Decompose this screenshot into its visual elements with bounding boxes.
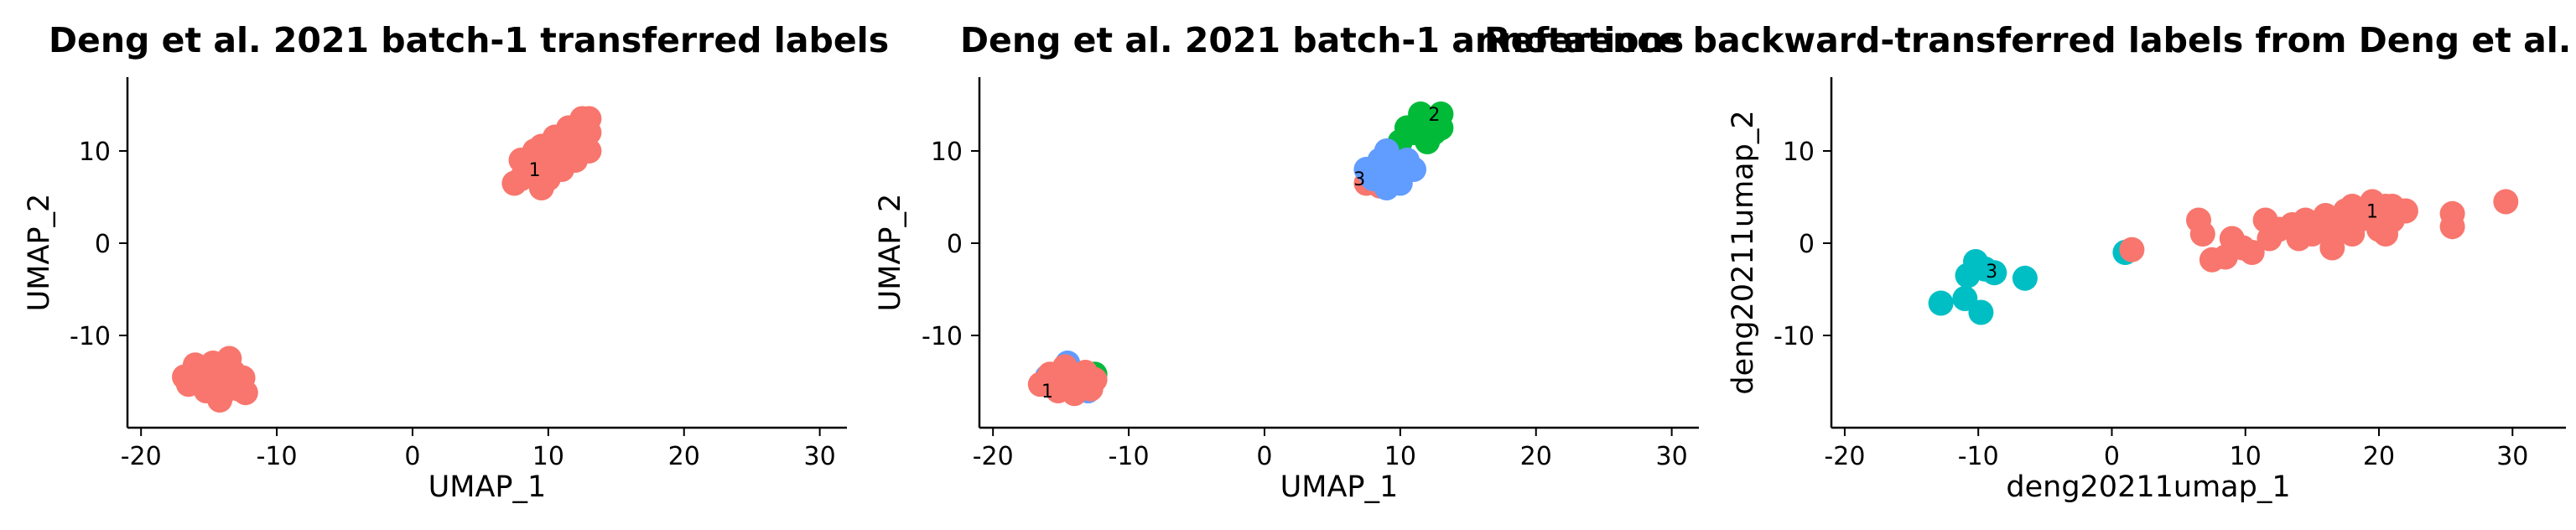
x-tick-label: 20 — [668, 442, 700, 471]
data-point — [515, 152, 541, 178]
data-point — [232, 380, 258, 406]
x-tick-label: 30 — [2496, 442, 2528, 471]
data-point — [2319, 235, 2345, 261]
data-point — [172, 364, 197, 390]
data-point — [216, 346, 242, 372]
y-tick-label: 10 — [1783, 138, 1815, 167]
data-point — [1981, 260, 2007, 286]
cluster-label: 3 — [1353, 169, 1365, 190]
data-point — [2493, 189, 2519, 215]
data-point — [1052, 354, 1078, 380]
data-point — [2340, 221, 2366, 247]
data-point — [1374, 138, 1400, 164]
cluster-label: 1 — [529, 160, 541, 181]
data-point — [2119, 236, 2145, 262]
x-tick-label: 30 — [804, 442, 836, 471]
data-point — [1928, 290, 1954, 316]
x-tick-label: 10 — [1384, 442, 1416, 471]
data-point — [576, 106, 602, 132]
cluster-label: 1 — [2366, 202, 2378, 223]
x-axis-label: UMAP_1 — [428, 470, 547, 504]
x-tick-label: -10 — [257, 442, 298, 471]
y-tick-label: 10 — [79, 138, 111, 167]
y-tick-label: 0 — [1799, 230, 1815, 259]
x-tick-label: 10 — [532, 442, 564, 471]
y-axis-label: UMAP_2 — [874, 194, 907, 312]
cluster-label: 3 — [1986, 262, 1997, 283]
y-axis-label: deng20211umap_2 — [1727, 110, 1760, 394]
data-point — [2189, 221, 2215, 247]
x-tick-label: 30 — [1656, 442, 1688, 471]
x-tick-label: -20 — [973, 442, 1014, 471]
cluster-label: 2 — [1428, 105, 1440, 126]
y-tick-label: 10 — [931, 138, 963, 167]
x-tick-label: -10 — [1109, 442, 1150, 471]
chart-title: Deng et al. 2021 batch-1 transferred lab… — [49, 20, 889, 60]
y-tick-label: 0 — [95, 230, 111, 259]
data-point — [1415, 129, 1441, 154]
x-tick-label: 20 — [1520, 442, 1552, 471]
x-tick-label: 0 — [404, 442, 420, 471]
data-point — [2239, 240, 2265, 265]
chart-title: Deng et al. 2021 batch-1 annotations — [960, 20, 1684, 60]
scatter-points — [1928, 189, 2519, 325]
y-tick-label: -10 — [1774, 322, 1815, 351]
cluster-label: 1 — [1041, 382, 1053, 403]
x-tick-label: 10 — [2230, 442, 2262, 471]
x-tick-label: -10 — [1958, 442, 1999, 471]
data-point — [576, 138, 602, 164]
data-point — [2299, 221, 2325, 247]
data-point — [1394, 115, 1420, 141]
data-point — [2379, 207, 2405, 233]
x-tick-label: -20 — [1824, 442, 1865, 471]
chart-title: Reference backward-transferred labels fr… — [1484, 20, 2571, 60]
x-tick-label: 20 — [2363, 442, 2395, 471]
data-point — [501, 170, 527, 196]
scatter-points — [1027, 101, 1454, 407]
x-tick-label: 0 — [2104, 442, 2120, 471]
y-axis-label: UMAP_2 — [23, 194, 56, 312]
y-tick-label: -10 — [70, 322, 111, 351]
y-tick-label: -10 — [922, 322, 963, 351]
data-point — [528, 175, 554, 200]
x-tick-label: 0 — [1256, 442, 1272, 471]
x-axis-label: deng20211umap_1 — [2006, 470, 2290, 504]
data-point — [1082, 366, 1108, 392]
data-point — [2012, 265, 2038, 291]
x-tick-label: -20 — [121, 442, 162, 471]
data-point — [2439, 214, 2465, 240]
data-point — [1387, 170, 1413, 196]
data-point — [207, 387, 233, 413]
data-point — [1968, 299, 1994, 325]
panel-3: 31-20 -10 0 10 20 30-10010deng20211umap_1deng… — [1484, 20, 2571, 504]
y-tick-label: 0 — [947, 230, 963, 259]
x-axis-label: UMAP_1 — [1280, 470, 1399, 504]
data-point — [1027, 372, 1053, 398]
scatter-points — [172, 106, 602, 413]
